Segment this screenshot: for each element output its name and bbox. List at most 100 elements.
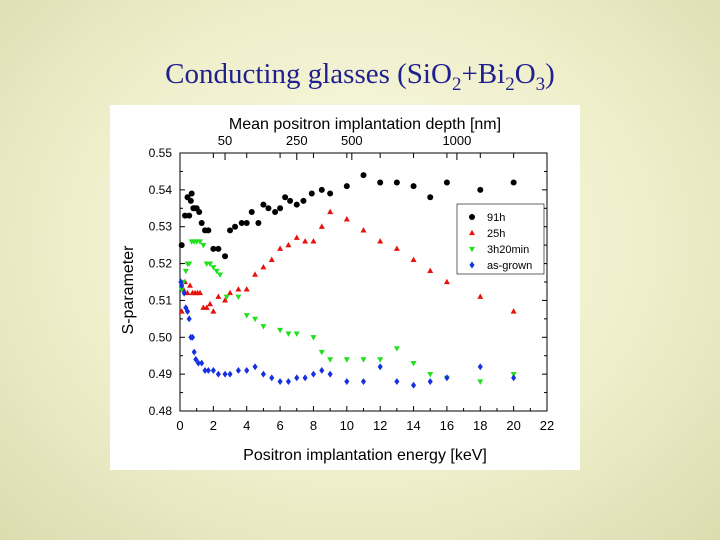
data-point bbox=[477, 363, 483, 371]
data-point bbox=[179, 282, 185, 290]
data-point bbox=[293, 234, 300, 240]
data-point bbox=[243, 220, 250, 227]
data-point bbox=[277, 245, 284, 251]
x-tick-label: 14 bbox=[406, 418, 420, 433]
title-subscript-3: 3 bbox=[535, 73, 546, 95]
data-point bbox=[511, 374, 517, 382]
y-axis-label: S-parameter bbox=[120, 245, 137, 335]
top-axis-tick-label: 250 bbox=[286, 133, 308, 148]
data-point bbox=[238, 220, 245, 227]
data-point bbox=[360, 227, 367, 233]
data-point bbox=[197, 289, 204, 296]
data-point bbox=[178, 287, 185, 293]
data-point bbox=[327, 208, 334, 215]
x-tick-label: 8 bbox=[310, 418, 317, 433]
data-point bbox=[248, 208, 255, 215]
legend-label-as-grown: as-grown bbox=[487, 260, 532, 272]
data-point bbox=[235, 367, 241, 374]
data-point bbox=[244, 367, 250, 374]
data-point bbox=[360, 172, 367, 179]
title-text-1: Conducting glasses (Si bbox=[165, 58, 431, 90]
data-point bbox=[210, 308, 217, 314]
data-point bbox=[272, 208, 279, 215]
data-point bbox=[510, 308, 517, 314]
y-tick-label: 0.54 bbox=[149, 183, 173, 197]
chart-area: Mean positron implantation depth [nm] Po… bbox=[110, 105, 580, 470]
x-tick-label: 2 bbox=[210, 418, 217, 433]
legend: 91h 25h 3h20min as-grown bbox=[456, 203, 545, 275]
data-point bbox=[205, 227, 212, 234]
x-tick-label: 18 bbox=[473, 418, 487, 433]
data-point bbox=[187, 282, 194, 288]
x-axis-label: Positron implantation energy [keV] bbox=[243, 447, 487, 464]
data-point bbox=[443, 179, 450, 186]
data-point bbox=[210, 367, 216, 374]
data-point bbox=[377, 363, 383, 371]
data-point bbox=[377, 179, 384, 186]
data-point bbox=[319, 367, 325, 374]
top-axis-tick-label: 500 bbox=[341, 133, 363, 148]
title-text-4: O bbox=[514, 58, 536, 90]
data-point bbox=[223, 294, 230, 301]
data-point bbox=[285, 241, 292, 248]
data-point bbox=[243, 313, 250, 319]
data-point bbox=[222, 370, 228, 378]
data-point bbox=[302, 374, 308, 382]
y-tick-label: 0.48 bbox=[149, 404, 173, 418]
data-point bbox=[343, 216, 350, 222]
data-point bbox=[277, 205, 284, 212]
legend-marker bbox=[469, 246, 475, 253]
data-point bbox=[277, 327, 284, 334]
data-point bbox=[293, 331, 300, 337]
data-point bbox=[252, 316, 259, 323]
title-subscript-2: 2 bbox=[505, 73, 515, 95]
data-point bbox=[186, 315, 192, 323]
data-point bbox=[235, 286, 242, 292]
data-point bbox=[207, 261, 214, 267]
data-point bbox=[191, 348, 197, 356]
y-tick-label: 0.55 bbox=[149, 146, 173, 160]
data-point bbox=[200, 243, 207, 249]
data-point bbox=[195, 359, 201, 367]
data-point bbox=[215, 245, 222, 252]
data-point bbox=[410, 360, 417, 367]
data-point bbox=[222, 253, 229, 260]
top-axis-tick-label: 50 bbox=[218, 133, 232, 148]
data-point bbox=[260, 324, 267, 330]
data-point bbox=[300, 197, 307, 204]
data-point bbox=[443, 278, 450, 285]
data-point bbox=[393, 179, 400, 186]
y-tick-label: 0.50 bbox=[149, 330, 173, 344]
data-point bbox=[235, 294, 242, 301]
data-point bbox=[210, 265, 217, 271]
data-point bbox=[222, 297, 229, 303]
data-point bbox=[178, 308, 185, 314]
data-points bbox=[178, 172, 517, 389]
plot-frame bbox=[179, 152, 548, 412]
data-point bbox=[344, 378, 350, 385]
data-point bbox=[393, 245, 400, 251]
data-point bbox=[186, 212, 193, 219]
axis-ticks: 0 2 4 6 8 10 12 14 16 18 20 22 0.48 0.49 0.50 0.51 0.52 0… bbox=[149, 133, 555, 433]
data-point bbox=[282, 194, 289, 201]
data-point bbox=[186, 261, 193, 267]
data-point bbox=[302, 238, 309, 244]
x-tick-label: 12 bbox=[373, 418, 387, 433]
legend-label-91h: 91h bbox=[487, 212, 505, 224]
data-point bbox=[318, 186, 325, 193]
data-point bbox=[343, 183, 350, 190]
legend-label-25h: 25h bbox=[487, 228, 505, 240]
data-point bbox=[285, 331, 292, 337]
data-point bbox=[427, 372, 434, 378]
data-point bbox=[207, 300, 214, 307]
data-point bbox=[265, 205, 272, 212]
data-point bbox=[393, 346, 400, 352]
title-text-5: ) bbox=[545, 58, 555, 90]
y-tick-label: 0.52 bbox=[149, 257, 173, 271]
data-point bbox=[427, 194, 434, 201]
x-tick-label: 0 bbox=[176, 418, 183, 433]
y-tick-label: 0.51 bbox=[149, 293, 173, 307]
data-point bbox=[310, 238, 317, 244]
data-point bbox=[327, 370, 333, 378]
x-tick-label: 4 bbox=[243, 418, 250, 433]
